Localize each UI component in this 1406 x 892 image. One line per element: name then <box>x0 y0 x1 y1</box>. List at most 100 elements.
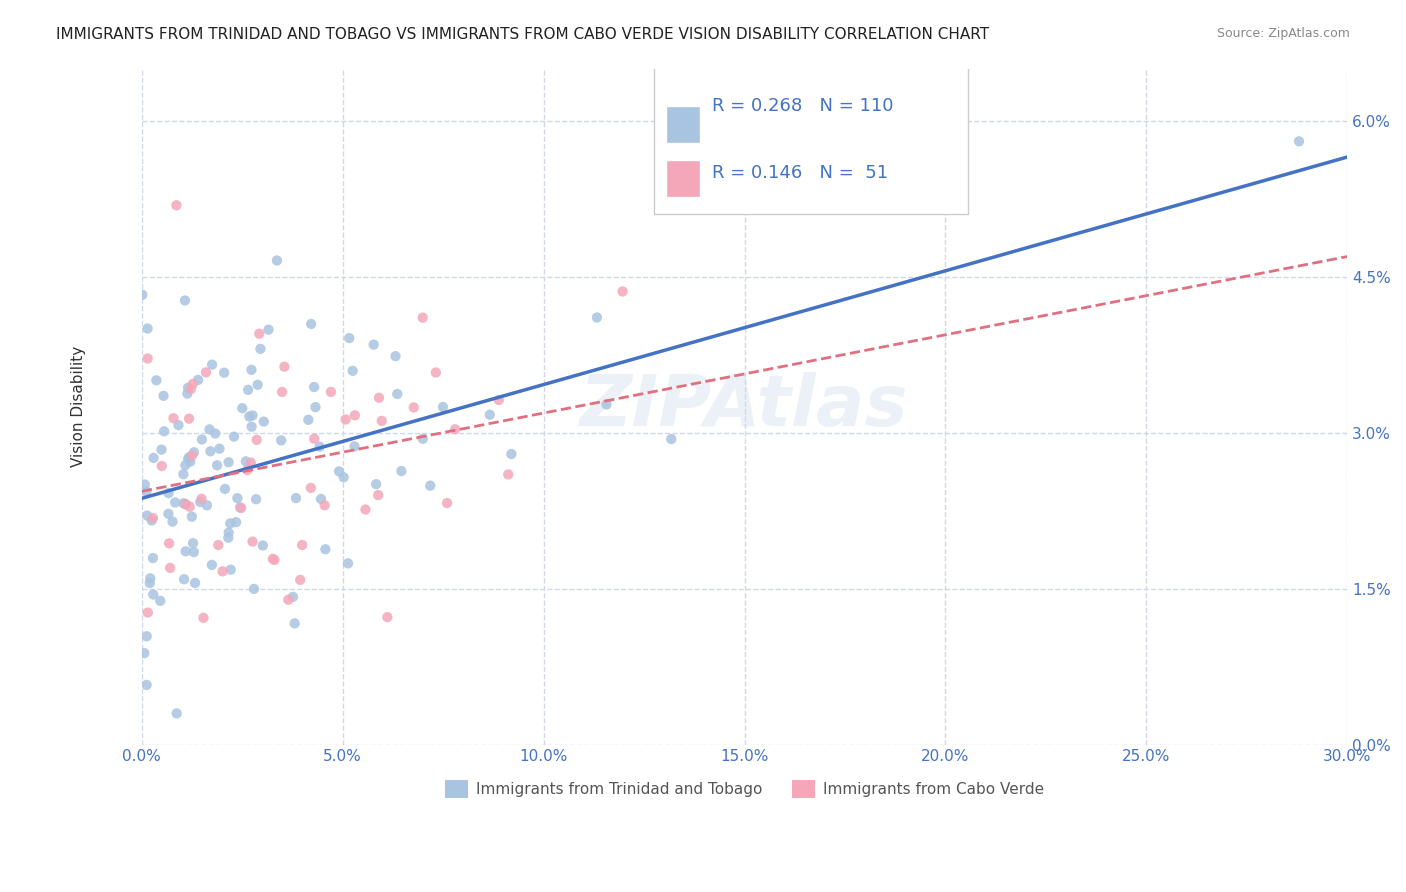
Point <box>299 481 322 495</box>
Point <box>363 337 385 351</box>
Point <box>218 525 240 540</box>
Point <box>149 594 172 608</box>
Point <box>222 429 245 443</box>
Point <box>150 458 173 473</box>
Point <box>139 571 162 585</box>
Point <box>238 409 260 424</box>
Point <box>229 500 252 515</box>
Point <box>135 484 157 499</box>
Point <box>200 444 222 458</box>
Point <box>139 576 162 591</box>
Point <box>183 545 205 559</box>
Point <box>174 458 197 472</box>
Text: IMMIGRANTS FROM TRINIDAD AND TOBAGO VS IMMIGRANTS FROM CABO VERDE VISION DISABIL: IMMIGRANTS FROM TRINIDAD AND TOBAGO VS I… <box>56 27 990 42</box>
Point <box>231 401 253 416</box>
Point <box>266 253 288 268</box>
Point <box>150 442 173 457</box>
Point <box>243 582 266 596</box>
Point <box>177 451 200 466</box>
Point <box>249 342 271 356</box>
Point <box>176 386 198 401</box>
Point <box>145 373 167 387</box>
Point <box>284 616 307 631</box>
Point <box>208 442 231 456</box>
Point <box>190 491 212 506</box>
Point <box>299 317 322 331</box>
Point <box>173 572 195 586</box>
Point <box>214 482 236 496</box>
Point <box>136 606 159 620</box>
Point <box>239 456 262 470</box>
Point <box>488 392 510 407</box>
Point <box>612 285 634 299</box>
Point <box>180 382 202 396</box>
Point <box>302 432 325 446</box>
Point <box>142 587 165 601</box>
Point <box>142 511 165 525</box>
FancyBboxPatch shape <box>654 65 967 214</box>
Point <box>162 515 184 529</box>
Point <box>257 323 280 337</box>
Point <box>277 592 299 607</box>
Point <box>162 411 184 425</box>
Point <box>231 501 253 516</box>
Point <box>370 414 392 428</box>
Point <box>188 495 211 509</box>
Point <box>218 455 240 469</box>
Point <box>332 470 354 484</box>
Point <box>419 478 441 492</box>
Point <box>201 558 224 572</box>
Point <box>281 590 304 604</box>
Point <box>425 366 447 380</box>
Point <box>219 516 242 531</box>
Point <box>387 387 409 401</box>
Legend: Immigrants from Trinidad and Tobago, Immigrants from Cabo Verde: Immigrants from Trinidad and Tobago, Imm… <box>439 773 1050 805</box>
Point <box>194 365 217 379</box>
Point <box>270 434 292 448</box>
Point <box>314 542 336 557</box>
Point <box>177 411 200 425</box>
Point <box>217 531 239 545</box>
Point <box>246 433 269 447</box>
Point <box>314 498 336 512</box>
Point <box>135 678 157 692</box>
Point <box>1288 134 1310 148</box>
Point <box>181 376 204 391</box>
Point <box>245 492 267 507</box>
Point <box>207 538 229 552</box>
Point <box>181 536 204 550</box>
Point <box>179 455 201 469</box>
Point <box>496 467 519 482</box>
Point <box>184 576 207 591</box>
Point <box>595 397 617 411</box>
Point <box>134 646 156 660</box>
Point <box>297 413 319 427</box>
Point <box>165 495 187 509</box>
Point <box>271 384 294 399</box>
Point <box>263 553 285 567</box>
Point <box>478 408 501 422</box>
Point <box>273 359 295 374</box>
Point <box>377 610 399 624</box>
Point <box>136 321 159 335</box>
Point <box>343 409 366 423</box>
Point <box>225 515 247 529</box>
Point <box>219 563 242 577</box>
Text: Source: ZipAtlas.com: Source: ZipAtlas.com <box>1216 27 1350 40</box>
Point <box>242 409 264 423</box>
Point <box>436 496 458 510</box>
Point <box>252 539 274 553</box>
Point <box>304 400 326 414</box>
Point <box>193 611 215 625</box>
Point <box>342 364 364 378</box>
Point <box>179 500 201 514</box>
Point <box>141 514 163 528</box>
Point <box>173 496 195 510</box>
Point <box>174 497 197 511</box>
Point <box>242 534 264 549</box>
Point <box>195 499 218 513</box>
Point <box>302 380 325 394</box>
Point <box>134 477 156 491</box>
Point <box>177 381 200 395</box>
Point <box>412 310 434 325</box>
